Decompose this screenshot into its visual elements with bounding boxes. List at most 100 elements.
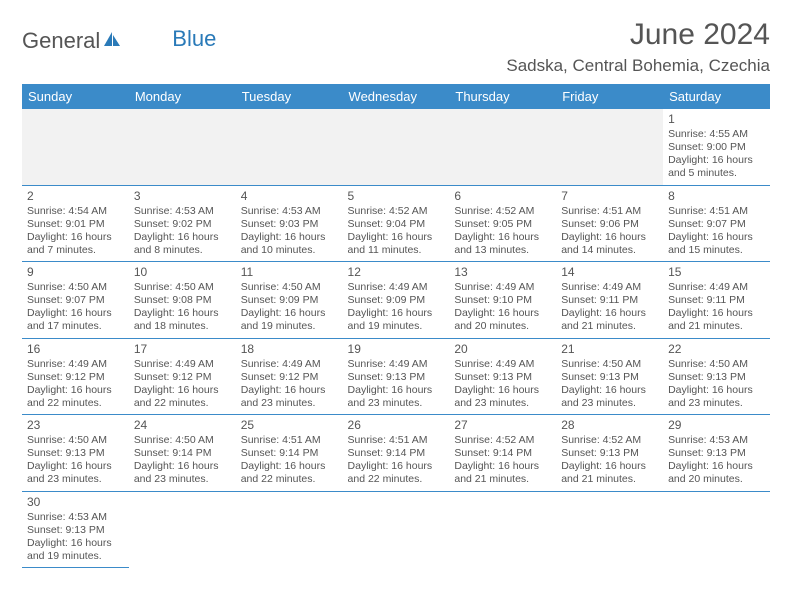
daylight1-text: Daylight: 16 hours: [348, 460, 445, 473]
weekday-header: Sunday: [22, 84, 129, 109]
daylight2-text: and 22 minutes.: [348, 473, 445, 486]
sunset-text: Sunset: 9:13 PM: [348, 371, 445, 384]
daylight1-text: Daylight: 16 hours: [27, 537, 124, 550]
day-number: 27: [454, 418, 551, 433]
sunrise-text: Sunrise: 4:50 AM: [561, 358, 658, 371]
weekday-header: Wednesday: [343, 84, 450, 109]
calendar-week: 9Sunrise: 4:50 AMSunset: 9:07 PMDaylight…: [22, 262, 770, 339]
daylight2-text: and 20 minutes.: [454, 320, 551, 333]
daylight2-text: and 19 minutes.: [241, 320, 338, 333]
calendar-cell: 23Sunrise: 4:50 AMSunset: 9:13 PMDayligh…: [22, 415, 129, 492]
daylight2-text: and 5 minutes.: [668, 167, 765, 180]
sunrise-text: Sunrise: 4:51 AM: [241, 434, 338, 447]
daylight2-text: and 8 minutes.: [134, 244, 231, 257]
day-number: 22: [668, 342, 765, 357]
daylight1-text: Daylight: 16 hours: [668, 231, 765, 244]
sunset-text: Sunset: 9:08 PM: [134, 294, 231, 307]
sunset-text: Sunset: 9:14 PM: [241, 447, 338, 460]
daylight1-text: Daylight: 16 hours: [561, 384, 658, 397]
daylight1-text: Daylight: 16 hours: [454, 384, 551, 397]
sunset-text: Sunset: 9:14 PM: [348, 447, 445, 460]
calendar-cell: 10Sunrise: 4:50 AMSunset: 9:08 PMDayligh…: [129, 262, 236, 339]
sunrise-text: Sunrise: 4:55 AM: [668, 128, 765, 141]
daylight2-text: and 22 minutes.: [241, 473, 338, 486]
daylight1-text: Daylight: 16 hours: [27, 460, 124, 473]
calendar-cell: 14Sunrise: 4:49 AMSunset: 9:11 PMDayligh…: [556, 262, 663, 339]
calendar-cell: [556, 109, 663, 185]
daylight2-text: and 23 minutes.: [561, 397, 658, 410]
calendar-cell: 6Sunrise: 4:52 AMSunset: 9:05 PMDaylight…: [449, 185, 556, 262]
sunset-text: Sunset: 9:14 PM: [454, 447, 551, 460]
brand-logo: GeneralBlue: [22, 18, 216, 54]
daylight2-text: and 19 minutes.: [348, 320, 445, 333]
daylight2-text: and 7 minutes.: [27, 244, 124, 257]
daylight2-text: and 23 minutes.: [668, 397, 765, 410]
brand-blue: Blue: [172, 26, 216, 52]
daylight1-text: Daylight: 16 hours: [668, 307, 765, 320]
sunrise-text: Sunrise: 4:51 AM: [348, 434, 445, 447]
calendar-cell: 11Sunrise: 4:50 AMSunset: 9:09 PMDayligh…: [236, 262, 343, 339]
daylight2-text: and 23 minutes.: [241, 397, 338, 410]
sunset-text: Sunset: 9:00 PM: [668, 141, 765, 154]
calendar-cell: [22, 109, 129, 185]
sunset-text: Sunset: 9:05 PM: [454, 218, 551, 231]
daylight1-text: Daylight: 16 hours: [561, 307, 658, 320]
calendar-cell: [449, 109, 556, 185]
sunrise-text: Sunrise: 4:49 AM: [134, 358, 231, 371]
day-number: 11: [241, 265, 338, 280]
daylight1-text: Daylight: 16 hours: [134, 460, 231, 473]
calendar-week: 16 Sunrise: 4:49 AM Sunset: 9:12 PM Dayligh…: [22, 338, 770, 415]
daylight2-text: and 23 minutes.: [134, 473, 231, 486]
sunrise-text: Sunrise: 4:53 AM: [668, 434, 765, 447]
day-number: 18: [241, 342, 338, 357]
day-number: 23: [27, 418, 124, 433]
calendar-cell: 19Sunrise: 4:49 AMSunset: 9:13 PMDayligh…: [343, 338, 450, 415]
sunset-text: Sunset: 9:13 PM: [27, 524, 124, 537]
calendar-cell: 5Sunrise: 4:52 AMSunset: 9:04 PMDaylight…: [343, 185, 450, 262]
sunset-text: Sunset: 9:11 PM: [668, 294, 765, 307]
daylight2-text: and 20 minutes.: [668, 473, 765, 486]
day-number: 15: [668, 265, 765, 280]
calendar-header: Sunday Monday Tuesday Wednesday Thursday…: [22, 84, 770, 109]
sunrise-text: Sunrise: 4:49 AM: [348, 281, 445, 294]
day-number: 25: [241, 418, 338, 433]
day-number: 24: [134, 418, 231, 433]
sunset-text: Sunset: 9:09 PM: [241, 294, 338, 307]
calendar-cell: 18Sunrise: 4:49 AMSunset: 9:12 PMDayligh…: [236, 338, 343, 415]
daylight1-text: Daylight: 16 hours: [348, 384, 445, 397]
sunset-text: Sunset: 9:07 PM: [27, 294, 124, 307]
calendar-cell: [663, 491, 770, 568]
sunrise-text: Sunrise: 4:50 AM: [241, 281, 338, 294]
sunset-text: Sunset: 9:13 PM: [561, 371, 658, 384]
daylight2-text: and 21 minutes.: [668, 320, 765, 333]
daylight1-text: Daylight: 16 hours: [454, 231, 551, 244]
calendar-cell: 13Sunrise: 4:49 AMSunset: 9:10 PMDayligh…: [449, 262, 556, 339]
calendar-body: 1Sunrise: 4:55 AMSunset: 9:00 PM Daylight…: [22, 109, 770, 568]
calendar-cell: [129, 491, 236, 568]
sunrise-text: Sunrise: 4:52 AM: [561, 434, 658, 447]
calendar-cell: [556, 491, 663, 568]
daylight2-text: and 22 minutes.: [134, 397, 231, 410]
daylight1-text: Daylight: 16 hours: [241, 231, 338, 244]
daylight2-text: and 23 minutes.: [348, 397, 445, 410]
daylight2-text: and 17 minutes.: [27, 320, 124, 333]
calendar-table: Sunday Monday Tuesday Wednesday Thursday…: [22, 84, 770, 568]
sunset-text: Sunset: 9:12 PM: [27, 371, 124, 384]
daylight2-text: and 13 minutes.: [454, 244, 551, 257]
daylight1-text: Daylight: 16 hours: [134, 307, 231, 320]
calendar-cell: 27Sunrise: 4:52 AMSunset: 9:14 PMDayligh…: [449, 415, 556, 492]
day-number: 16: [27, 342, 124, 357]
day-number: 28: [561, 418, 658, 433]
sunset-text: Sunset: 9:09 PM: [348, 294, 445, 307]
sunrise-text: Sunrise: 4:50 AM: [134, 434, 231, 447]
daylight2-text: and 18 minutes.: [134, 320, 231, 333]
day-number: 12: [348, 265, 445, 280]
day-number: 1: [668, 112, 765, 127]
daylight2-text: and 21 minutes.: [454, 473, 551, 486]
daylight1-text: Daylight: 16 hours: [348, 307, 445, 320]
calendar-cell: 3Sunrise: 4:53 AMSunset: 9:02 PMDaylight…: [129, 185, 236, 262]
day-number: 29: [668, 418, 765, 433]
sunset-text: Sunset: 9:01 PM: [27, 218, 124, 231]
sunrise-text: Sunrise: 4:53 AM: [134, 205, 231, 218]
day-number: 17: [134, 342, 231, 357]
